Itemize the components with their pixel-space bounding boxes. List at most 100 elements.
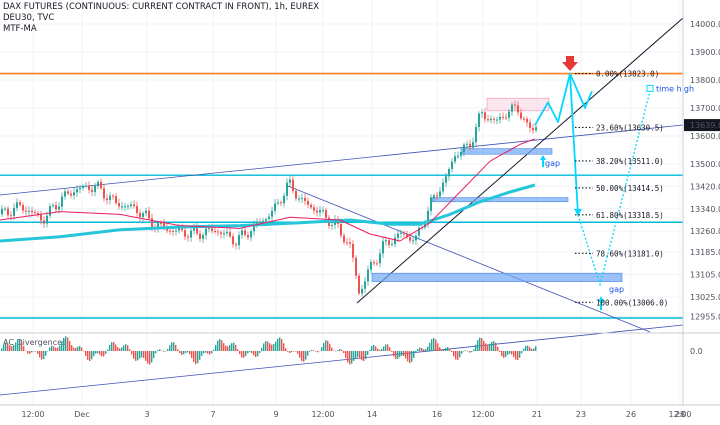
ac-bar [459, 351, 461, 358]
ac-bar [35, 351, 37, 352]
candle-body [43, 220, 45, 224]
ac-bar [467, 351, 469, 352]
ac-bar [353, 351, 355, 361]
ac-bar [63, 337, 65, 351]
candle-body [70, 193, 72, 196]
candle-body [325, 210, 327, 218]
candle-body [148, 210, 150, 219]
projection-path [534, 72, 593, 126]
candle-body [235, 244, 237, 246]
candle-body [4, 208, 6, 210]
candle-body [187, 236, 189, 238]
ac-bar [483, 340, 485, 351]
candle-body [205, 228, 207, 236]
sell-arrow [562, 56, 578, 71]
candle-body [427, 210, 429, 225]
candle-body [454, 156, 456, 162]
ac-bar [439, 347, 441, 351]
ac-bar [67, 337, 69, 351]
candle-body [112, 195, 114, 197]
ac-bar [93, 351, 95, 357]
ac-bar [395, 351, 397, 360]
candle-body [418, 227, 420, 236]
candle-body [238, 235, 240, 246]
candle-body [184, 230, 186, 237]
ac-bar [229, 345, 231, 351]
ac-bar [225, 345, 227, 351]
ac-bar [25, 350, 27, 352]
candle-body [301, 197, 303, 199]
candle-body [307, 200, 309, 205]
time-tick-label: 12:00 [668, 410, 691, 419]
candle-body [283, 195, 285, 204]
candle-body [55, 205, 57, 210]
candle-body [466, 143, 468, 145]
ac-bar [515, 351, 517, 360]
ac-bar [507, 351, 509, 355]
trend-line-lower [0, 324, 684, 396]
candle-body [400, 232, 402, 234]
ac-bar [145, 351, 147, 361]
candle-body [217, 231, 219, 233]
candle-body [34, 212, 36, 214]
time-tick-label: 23 [576, 410, 586, 419]
ac-bar [417, 349, 419, 351]
ac-bar [365, 351, 367, 360]
ac-bar [269, 343, 271, 351]
ac-bar [163, 351, 165, 352]
ac-bar [257, 351, 259, 357]
ac-bar [243, 351, 245, 358]
fib-label: 23.60%(13630.5) [596, 123, 664, 132]
ac-bar [47, 351, 49, 352]
candle-body [7, 208, 9, 216]
candle-body [244, 230, 246, 235]
candle-body [502, 116, 504, 118]
ac-bar [379, 349, 381, 351]
candle-body [535, 127, 537, 131]
ac-bar [333, 350, 335, 351]
ac-bar [263, 343, 265, 351]
ac-bar [495, 342, 497, 351]
ac-bar [33, 351, 35, 352]
candle-body [298, 198, 300, 200]
time-tick-label: 21 [532, 410, 542, 419]
ac-bar [503, 351, 505, 358]
candle-body [40, 214, 42, 221]
ac-bar [473, 349, 475, 351]
ac-bar [531, 348, 533, 351]
price-tick-label: 13185.0 [690, 248, 720, 257]
ac-bar [123, 345, 125, 351]
ac-bar [523, 348, 525, 351]
candle-body [292, 179, 294, 191]
trend-line-falling [287, 185, 651, 333]
ac-bar [55, 347, 57, 351]
candle-body [109, 195, 111, 201]
candle-body [469, 143, 471, 148]
ac-bar [355, 351, 357, 359]
ac-bar [9, 345, 11, 351]
ac-bar [409, 351, 411, 363]
ac-bar [227, 346, 229, 351]
candle-body [31, 210, 33, 213]
ac-bar [299, 351, 301, 358]
candle-body [16, 202, 18, 208]
gap-label: gap [609, 285, 624, 294]
candle-body [286, 182, 288, 196]
candle-body [22, 204, 24, 211]
candle-body [1, 208, 3, 215]
candle-body [430, 197, 432, 211]
ac-bar [471, 351, 473, 353]
ac-bar [323, 342, 325, 351]
time-tick-label: Dec [74, 410, 89, 419]
ac-bar [101, 351, 103, 357]
candle-body [127, 206, 129, 208]
ac-bar [447, 347, 449, 351]
last-price-tag [684, 119, 720, 132]
ac-bar [271, 344, 273, 351]
ac-bar [203, 351, 205, 354]
candle-body [133, 204, 135, 207]
candle-body [259, 222, 261, 224]
projection-arrow-head [574, 208, 582, 216]
candle-body [415, 235, 417, 241]
